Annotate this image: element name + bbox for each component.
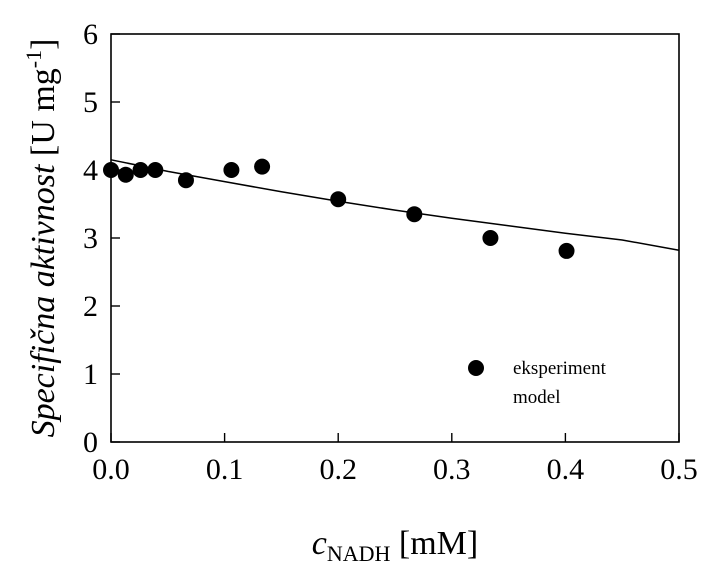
- data-point: [103, 162, 119, 178]
- legend: eksperiment model: [468, 358, 607, 408]
- data-point: [177, 172, 194, 189]
- x-axis-title: cNADH [mM]: [312, 525, 478, 566]
- data-points: [103, 158, 575, 259]
- x-tick-label: 0.1: [206, 453, 244, 486]
- model-line-group: [110, 159, 680, 251]
- y-axis-title: Specifična aktivnost [U mg-1]: [21, 39, 62, 438]
- data-point: [132, 162, 149, 178]
- data-point: [147, 162, 164, 178]
- data-point: [482, 230, 499, 246]
- x-tick-label: 0.5: [660, 453, 698, 486]
- y-tick-label: 2: [83, 290, 98, 323]
- legend-label-model: model: [513, 387, 561, 408]
- y-axis-unit: [U mg: [25, 68, 62, 164]
- x-axis-subscript: NADH: [327, 541, 391, 566]
- data-point: [558, 242, 575, 259]
- model-line: [110, 159, 680, 251]
- y-axis-unit-close: ]: [25, 39, 62, 50]
- y-tick-label: 0: [83, 426, 98, 459]
- legend-label-eksperiment: eksperiment: [513, 358, 607, 379]
- data-point: [406, 206, 423, 223]
- data-point: [254, 158, 271, 175]
- x-axis-unit: [mM]: [390, 525, 478, 562]
- y-tick-label: 6: [83, 18, 98, 51]
- y-tick-label: 5: [83, 86, 98, 119]
- y-tick-label: 4: [83, 154, 98, 187]
- y-axis-name: Specifična aktivnost: [25, 163, 62, 437]
- data-point: [330, 191, 347, 208]
- x-axis-variable: c: [312, 525, 327, 562]
- legend-marker-eksperiment: [468, 360, 484, 376]
- data-point: [117, 166, 134, 183]
- x-tick-label: 0.0: [92, 453, 130, 486]
- x-axis-ticks: 0.0 0.1 0.2 0.3 0.4 0.5: [92, 433, 698, 486]
- plot-frame: [110, 33, 680, 443]
- x-tick-label: 0.2: [319, 453, 357, 486]
- plot-area-border: [110, 33, 680, 443]
- x-tick-label: 0.3: [433, 453, 471, 486]
- x-tick-label: 0.4: [547, 453, 585, 486]
- data-point: [223, 162, 240, 178]
- y-axis-superscript: -1: [21, 50, 46, 68]
- y-tick-label: 1: [83, 358, 98, 391]
- y-axis-ticks: 0 1 2 3 4 5 6: [83, 18, 120, 459]
- y-tick-label: 3: [83, 222, 98, 255]
